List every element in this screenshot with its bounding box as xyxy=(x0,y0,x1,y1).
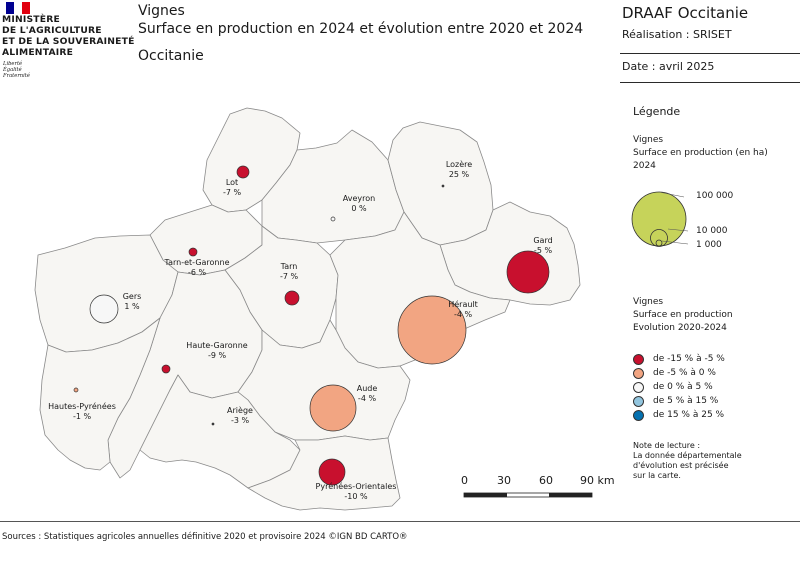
surface-circle[interactable] xyxy=(397,295,467,365)
class-swatch xyxy=(633,395,644,407)
department-change: -3 % xyxy=(230,416,250,425)
scale-label-60: 60 xyxy=(539,474,553,487)
header-divider xyxy=(620,53,800,54)
scale-label-30: 30 xyxy=(497,474,511,487)
department-change: 1 % xyxy=(124,302,140,311)
department-name: Lozère xyxy=(445,160,473,169)
department-label: Tarn-et-Garonne -6 % xyxy=(165,258,230,278)
surface-circle[interactable] xyxy=(211,422,215,426)
surface-circle[interactable] xyxy=(309,384,357,432)
scale-label-0: 0 xyxy=(461,474,468,487)
department-change: -6 % xyxy=(187,268,207,277)
department-label: Pyrénées-Orientales -10 % xyxy=(316,482,397,502)
class-swatch xyxy=(633,381,644,393)
department-name: Tarn-et-Garonne xyxy=(164,258,230,267)
department-label: Tarn -7 % xyxy=(280,262,298,282)
class-swatch xyxy=(633,367,644,379)
department-change: -4 % xyxy=(453,310,473,319)
department-label: Gard -5 % xyxy=(533,236,552,256)
department-label: Aude -4 % xyxy=(357,384,378,404)
department-change: -1 % xyxy=(72,412,92,421)
department-name: Gard xyxy=(533,236,553,245)
scale-bar xyxy=(463,492,593,498)
size-value-10000: 10 000 xyxy=(696,226,728,236)
department-change: -7 % xyxy=(222,188,242,197)
dept-hautes-pyrenees[interactable] xyxy=(39,317,161,471)
class-swatch xyxy=(633,409,644,421)
ministry-logo: MINISTÈRE DE L'AGRICULTURE ET DE LA SOUV… xyxy=(2,14,135,58)
legend-title: Légende xyxy=(633,105,681,118)
size-legend-symbols xyxy=(631,191,689,247)
reading-note: Note de lecture : La donnée départementa… xyxy=(633,441,742,480)
region-name: Occitanie xyxy=(138,48,204,64)
republic-motto: Liberté Égalité Fraternité xyxy=(3,61,30,79)
surface-circle[interactable] xyxy=(161,364,171,374)
surface-circle[interactable] xyxy=(89,294,119,324)
date-divider xyxy=(620,82,800,83)
french-flag-icon xyxy=(6,2,30,14)
department-change: -7 % xyxy=(279,272,299,281)
department-name: Aude xyxy=(356,384,378,393)
department-change: 25 % xyxy=(448,170,470,179)
department-change: -5 % xyxy=(533,246,553,255)
department-change: -9 % xyxy=(207,351,227,360)
department-name: Tarn xyxy=(280,262,298,271)
surface-circle[interactable] xyxy=(284,290,300,306)
department-name: Lot xyxy=(225,178,239,187)
class-row: de 15 % à 25 % xyxy=(633,409,724,421)
class-legend-text: Vignes Surface en production Evolution 2… xyxy=(633,297,733,333)
department-label: Hérault -4 % xyxy=(448,300,478,320)
department-name: Haute-Garonne xyxy=(186,341,248,350)
map-title: Vignes Surface en production en 2024 et … xyxy=(138,3,584,37)
department-name: Hautes-Pyrénées xyxy=(48,402,116,411)
department-name: Aveyron xyxy=(342,194,376,203)
class-row: de 5 % à 15 % xyxy=(633,395,718,407)
department-label: Aveyron 0 % xyxy=(343,194,375,214)
scale-label-90: 90 km xyxy=(580,474,615,487)
class-row: de -5 % à 0 % xyxy=(633,367,716,379)
credit-text: Réalisation : SRISET xyxy=(622,28,732,41)
surface-circle[interactable] xyxy=(318,458,346,486)
class-row: de -15 % à -5 % xyxy=(633,353,725,365)
class-row: de 0 % à 5 % xyxy=(633,381,713,393)
department-change: -4 % xyxy=(357,394,377,403)
department-name: Hérault xyxy=(448,300,478,309)
date-text: Date : avril 2025 xyxy=(622,60,715,73)
surface-circle[interactable] xyxy=(330,216,336,222)
sources-text: Sources : Statistiques agricoles annuell… xyxy=(2,532,408,542)
department-change: -10 % xyxy=(344,492,368,501)
department-label: Hautes-Pyrénées -1 % xyxy=(48,402,116,422)
size-value-1000: 1 000 xyxy=(696,240,722,250)
surface-circle[interactable] xyxy=(441,184,445,188)
class-swatch xyxy=(633,353,644,365)
department-label: Lot -7 % xyxy=(223,178,241,198)
department-label: Lozère 25 % xyxy=(446,160,472,180)
department-name: Gers xyxy=(122,292,142,301)
surface-circle[interactable] xyxy=(236,165,250,179)
organization-name: DRAAF Occitanie xyxy=(622,4,749,22)
surface-circle[interactable] xyxy=(506,250,550,294)
department-label: Gers 1 % xyxy=(123,292,142,312)
surface-circle[interactable] xyxy=(188,247,198,257)
surface-circle[interactable] xyxy=(73,387,79,393)
size-value-100000: 100 000 xyxy=(696,191,734,201)
department-label: Haute-Garonne -9 % xyxy=(186,341,247,361)
department-name: Ariège xyxy=(227,406,253,415)
department-label: Ariège -3 % xyxy=(227,406,253,426)
department-name: Pyrénées-Orientales xyxy=(315,482,397,491)
department-change: 0 % xyxy=(351,204,367,213)
footer-divider xyxy=(0,521,800,522)
size-legend-text: Vignes Surface en production (en ha) 202… xyxy=(633,135,768,171)
